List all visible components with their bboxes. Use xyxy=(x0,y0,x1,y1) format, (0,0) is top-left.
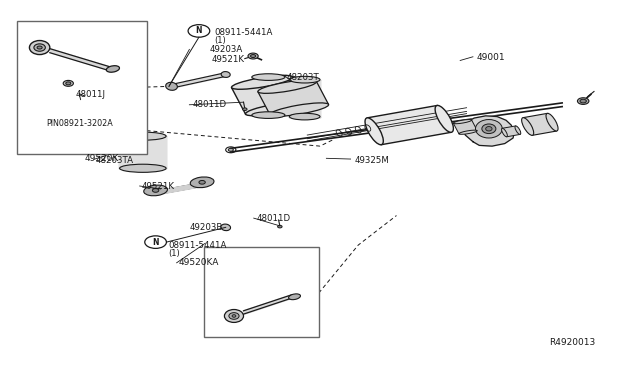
Ellipse shape xyxy=(476,119,502,138)
Ellipse shape xyxy=(580,99,586,103)
Polygon shape xyxy=(244,295,292,314)
Text: 49001: 49001 xyxy=(476,53,505,62)
Text: 48011J: 48011J xyxy=(76,90,106,99)
Polygon shape xyxy=(502,126,520,137)
Ellipse shape xyxy=(482,124,496,134)
Ellipse shape xyxy=(515,126,521,134)
Ellipse shape xyxy=(228,148,234,151)
Ellipse shape xyxy=(289,294,300,300)
Ellipse shape xyxy=(63,80,74,86)
Polygon shape xyxy=(523,113,557,135)
Text: 49521K: 49521K xyxy=(141,182,175,191)
Text: 48011D: 48011D xyxy=(193,100,227,109)
Ellipse shape xyxy=(248,53,258,59)
Text: 49521K: 49521K xyxy=(212,55,244,64)
Bar xyxy=(17,20,147,154)
Ellipse shape xyxy=(502,128,508,137)
Ellipse shape xyxy=(34,44,45,51)
Ellipse shape xyxy=(250,55,255,58)
Text: N: N xyxy=(152,238,159,247)
Text: 49203A: 49203A xyxy=(209,45,243,54)
Polygon shape xyxy=(159,183,202,194)
Ellipse shape xyxy=(435,105,453,132)
Ellipse shape xyxy=(120,132,166,140)
Text: 48011D: 48011D xyxy=(256,214,291,222)
Ellipse shape xyxy=(577,98,589,105)
Polygon shape xyxy=(172,73,227,88)
Ellipse shape xyxy=(120,164,166,172)
Ellipse shape xyxy=(252,74,285,80)
Ellipse shape xyxy=(229,312,239,319)
Text: PIN08921-3202A: PIN08921-3202A xyxy=(46,119,113,128)
Text: 49203B: 49203B xyxy=(189,223,223,232)
Ellipse shape xyxy=(459,130,477,134)
Text: 49520K: 49520K xyxy=(84,154,118,163)
Ellipse shape xyxy=(221,71,230,77)
Ellipse shape xyxy=(29,41,50,55)
Text: (1): (1) xyxy=(214,36,226,45)
Text: 08911-5441A: 08911-5441A xyxy=(168,241,227,250)
Polygon shape xyxy=(289,80,320,116)
Polygon shape xyxy=(50,49,111,71)
Polygon shape xyxy=(453,120,477,134)
Ellipse shape xyxy=(152,189,159,192)
Text: 49325M: 49325M xyxy=(355,155,390,165)
Ellipse shape xyxy=(166,82,177,90)
Ellipse shape xyxy=(289,76,320,83)
Text: (1): (1) xyxy=(168,249,180,258)
Polygon shape xyxy=(258,81,328,115)
Ellipse shape xyxy=(144,185,168,196)
Ellipse shape xyxy=(270,103,328,116)
Polygon shape xyxy=(119,136,166,168)
Text: 48203TA: 48203TA xyxy=(96,156,134,166)
Ellipse shape xyxy=(225,310,244,323)
Ellipse shape xyxy=(37,46,42,49)
Text: N: N xyxy=(196,26,202,35)
Polygon shape xyxy=(252,77,285,115)
Ellipse shape xyxy=(546,113,558,131)
Ellipse shape xyxy=(365,118,383,145)
Text: 49520KA: 49520KA xyxy=(179,258,219,267)
Ellipse shape xyxy=(522,118,534,135)
Polygon shape xyxy=(232,77,307,114)
Ellipse shape xyxy=(243,108,247,110)
Ellipse shape xyxy=(199,180,205,184)
Ellipse shape xyxy=(252,112,285,118)
Text: 08911-5441A: 08911-5441A xyxy=(214,28,273,37)
Ellipse shape xyxy=(106,66,120,72)
Ellipse shape xyxy=(232,315,236,317)
Ellipse shape xyxy=(278,225,282,228)
Ellipse shape xyxy=(258,80,317,93)
Ellipse shape xyxy=(190,177,214,187)
Ellipse shape xyxy=(486,126,492,131)
Ellipse shape xyxy=(232,75,292,89)
Ellipse shape xyxy=(221,224,230,231)
Text: R4920013: R4920013 xyxy=(549,339,596,347)
Bar xyxy=(204,247,319,337)
Text: 48203T: 48203T xyxy=(287,73,319,81)
Ellipse shape xyxy=(289,113,320,120)
Ellipse shape xyxy=(66,82,71,85)
Ellipse shape xyxy=(246,102,307,116)
Polygon shape xyxy=(463,116,515,146)
Polygon shape xyxy=(367,105,451,145)
Ellipse shape xyxy=(453,119,472,124)
